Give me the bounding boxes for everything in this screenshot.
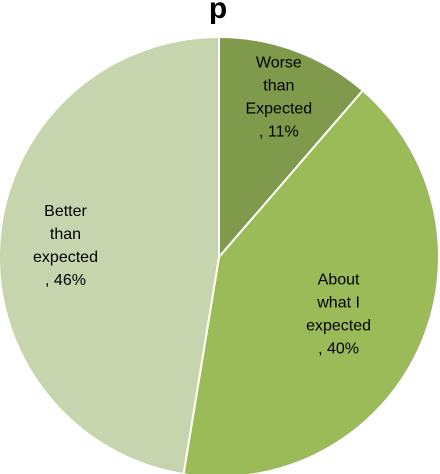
- pie-slice-1: [218, 35, 365, 260]
- data-label-line: , 46%: [45, 272, 86, 289]
- data-label-2: About what I expected , 40%: [306, 271, 371, 357]
- data-label-line: than: [263, 78, 294, 95]
- data-label-line: what I: [316, 294, 360, 311]
- pie-data-labels: Worse than Expected , 11% About what I expecte…: [33, 55, 371, 358]
- chart-title-fragment: p: [209, 0, 227, 25]
- pie-slice-2: [182, 89, 440, 474]
- data-label-line: than: [50, 226, 81, 243]
- pie-slices: [0, 35, 440, 474]
- data-label-1: Worse than Expected , 11%: [245, 55, 312, 141]
- data-label-line: , 11%: [259, 124, 299, 141]
- data-label-line: Expected: [245, 101, 312, 118]
- data-label-line: expected: [306, 317, 371, 334]
- data-label-line: , 40%: [318, 340, 359, 357]
- data-label-3: Better than expected , 46%: [33, 203, 98, 289]
- data-label-line: Better: [44, 203, 87, 220]
- pie-slice-3: [0, 35, 220, 474]
- data-label-line: About: [318, 271, 360, 288]
- data-label-line: expected: [33, 249, 98, 266]
- data-label-line: Worse: [256, 55, 302, 72]
